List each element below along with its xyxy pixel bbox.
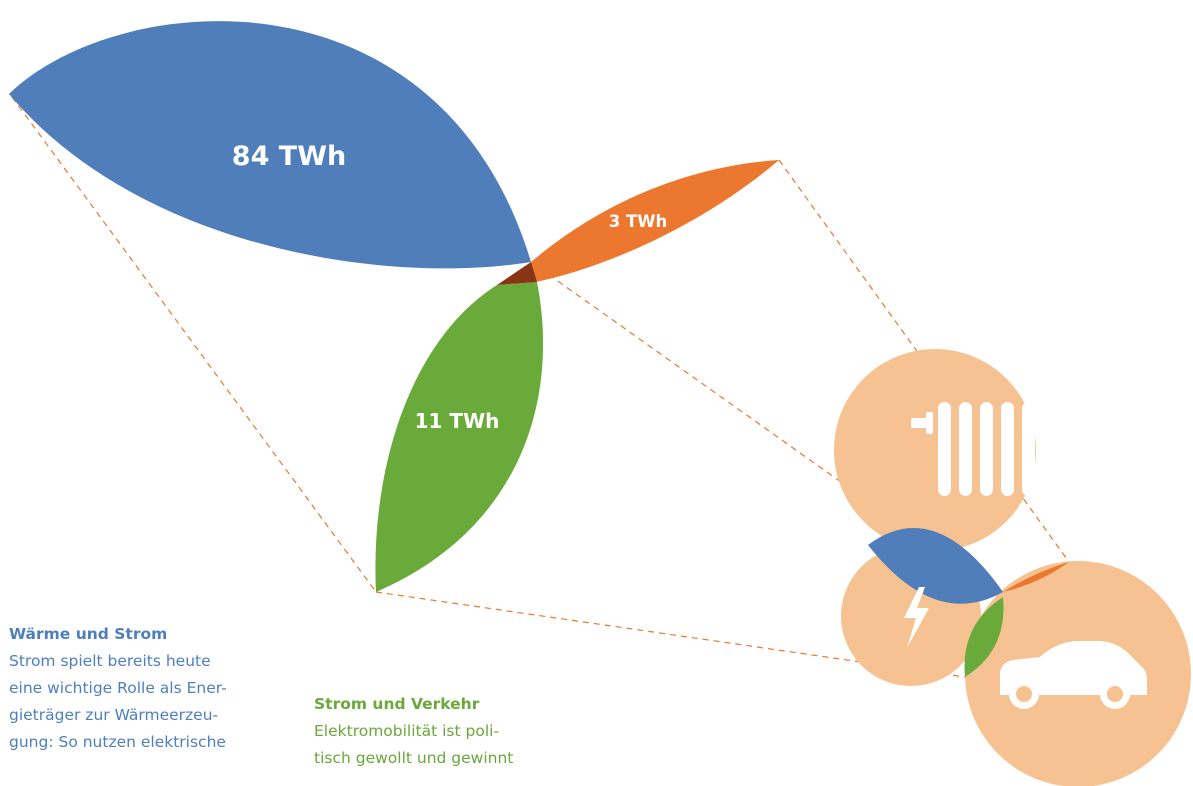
overlap-heat-traffic: [1003, 562, 1069, 592]
body-line: gieträger zur Wärmeerzeu-: [9, 706, 219, 724]
heading-electricity-traffic: Strom und Verkehr: [314, 695, 480, 713]
icon-overlaps: [868, 527, 1069, 677]
petal-heat-electricity: [9, 21, 531, 269]
car-icon: [1000, 641, 1147, 709]
heat-circle: [834, 349, 1036, 551]
body-line: eine wichtige Rolle als Ener-: [9, 679, 227, 697]
overlap-electricity-traffic: [964, 597, 1004, 677]
connector-line-heat-electricity-left: [11, 96, 377, 593]
heading-heat-electricity: Wärme und Strom: [9, 625, 168, 643]
petal-electricity-traffic: [375, 282, 544, 592]
connector-line-heat-electricity-right: [530, 261, 1004, 598]
body-line: Elektromobilität ist poli-: [314, 722, 500, 740]
text-block-electricity-traffic: Strom und Verkehr Elektromobilität ist p…: [314, 691, 513, 772]
value-label-electricity-traffic: 11 TWh: [415, 409, 500, 433]
value-label-heat-electricity: 84 TWh: [232, 141, 346, 172]
lightning-icon: [904, 587, 929, 648]
body-line: gung: So nutzen elektrische: [9, 733, 226, 751]
petal-heat-traffic: [531, 160, 779, 283]
petals: [9, 21, 779, 592]
body-line: Strom spielt bereits heute: [9, 652, 211, 670]
petal-center-overlap: [497, 262, 537, 285]
value-label-heat-traffic: 3 TWh: [609, 212, 667, 231]
text-block-heat-electricity: Wärme und Strom Strom spielt bereits heu…: [9, 621, 227, 756]
body-line: tisch gewollt und gewinnt: [314, 749, 514, 767]
radiator-icon: [911, 402, 1035, 496]
overlap-heat-electricity: [868, 527, 1003, 604]
